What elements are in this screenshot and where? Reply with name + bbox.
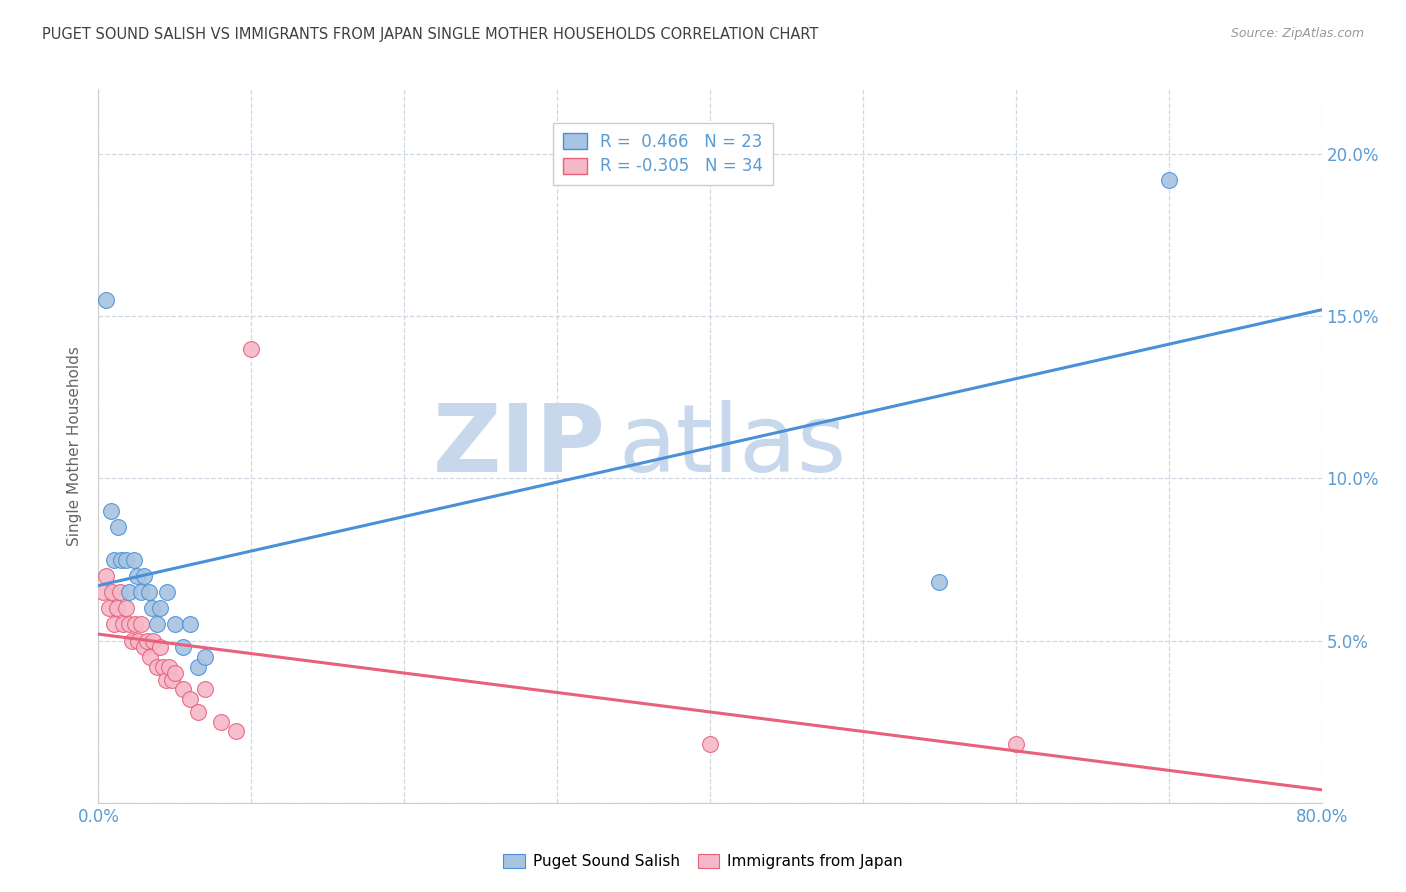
Point bbox=[107, 520, 129, 534]
Point bbox=[187, 659, 209, 673]
Text: ZIP: ZIP bbox=[433, 400, 606, 492]
Point bbox=[118, 585, 141, 599]
Point bbox=[160, 673, 183, 687]
Legend: R =  0.466   N = 23, R = -0.305   N = 34: R = 0.466 N = 23, R = -0.305 N = 34 bbox=[553, 122, 773, 186]
Point bbox=[928, 575, 950, 590]
Point bbox=[136, 633, 159, 648]
Point bbox=[179, 692, 201, 706]
Point bbox=[156, 585, 179, 599]
Point bbox=[122, 552, 145, 566]
Point bbox=[163, 617, 186, 632]
Point bbox=[108, 585, 131, 599]
Point bbox=[240, 342, 263, 356]
Point bbox=[225, 724, 247, 739]
Point bbox=[155, 673, 177, 687]
Point bbox=[115, 601, 138, 615]
Text: PUGET SOUND SALISH VS IMMIGRANTS FROM JAPAN SINGLE MOTHER HOUSEHOLDS CORRELATION: PUGET SOUND SALISH VS IMMIGRANTS FROM JA… bbox=[42, 27, 818, 42]
Point bbox=[134, 640, 156, 654]
Y-axis label: Single Mother Households: Single Mother Households bbox=[67, 346, 83, 546]
Point bbox=[118, 617, 141, 632]
Point bbox=[127, 633, 149, 648]
Point bbox=[138, 585, 160, 599]
Point bbox=[179, 617, 201, 632]
Point bbox=[139, 649, 162, 664]
Point bbox=[145, 617, 167, 632]
Point bbox=[141, 601, 163, 615]
Text: atlas: atlas bbox=[619, 400, 846, 492]
Point bbox=[145, 659, 167, 673]
Point bbox=[121, 633, 143, 648]
Point bbox=[699, 738, 721, 752]
Point bbox=[129, 585, 152, 599]
Point bbox=[124, 617, 146, 632]
Point bbox=[152, 659, 174, 673]
Point bbox=[194, 649, 217, 664]
Point bbox=[1157, 173, 1180, 187]
Point bbox=[110, 552, 132, 566]
Point bbox=[172, 682, 194, 697]
Point bbox=[94, 568, 117, 582]
Point bbox=[149, 601, 172, 615]
Point bbox=[125, 568, 148, 582]
Point bbox=[187, 705, 209, 719]
Point bbox=[157, 659, 180, 673]
Legend: Puget Sound Salish, Immigrants from Japan: Puget Sound Salish, Immigrants from Japa… bbox=[498, 847, 908, 875]
Point bbox=[163, 666, 186, 681]
Point bbox=[111, 617, 134, 632]
Point bbox=[129, 617, 152, 632]
Point bbox=[1004, 738, 1026, 752]
Point bbox=[142, 633, 165, 648]
Point bbox=[115, 552, 138, 566]
Point bbox=[91, 585, 114, 599]
Point bbox=[134, 568, 156, 582]
Point bbox=[105, 601, 128, 615]
Point bbox=[103, 617, 125, 632]
Point bbox=[101, 585, 124, 599]
Point bbox=[100, 504, 122, 518]
Point bbox=[103, 552, 125, 566]
Point bbox=[98, 601, 121, 615]
Text: Source: ZipAtlas.com: Source: ZipAtlas.com bbox=[1230, 27, 1364, 40]
Point bbox=[94, 293, 117, 307]
Point bbox=[194, 682, 217, 697]
Point bbox=[149, 640, 172, 654]
Point bbox=[209, 714, 232, 729]
Point bbox=[172, 640, 194, 654]
